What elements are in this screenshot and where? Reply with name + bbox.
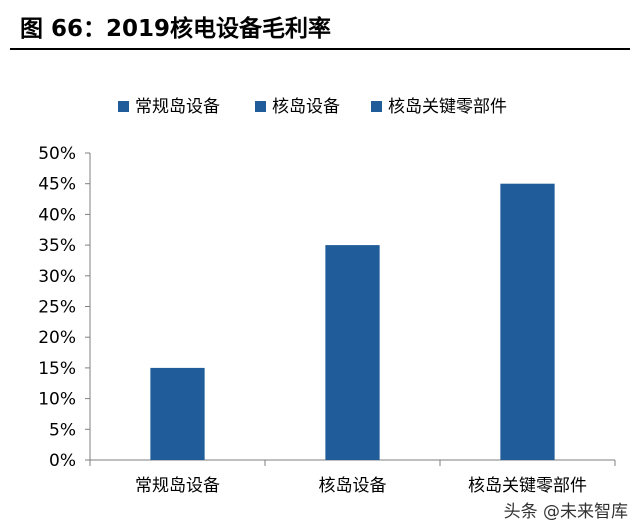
x-tick-label: 常规岛设备 (135, 476, 220, 496)
y-tick-label: 50% (38, 144, 76, 164)
y-tick-label: 0% (49, 451, 76, 471)
y-tick-label: 30% (38, 267, 76, 287)
bar (150, 367, 205, 460)
y-tick-label: 45% (38, 175, 76, 195)
chart-title: 图 66：2019核电设备毛利率 (20, 16, 332, 42)
legend-swatch (371, 101, 382, 112)
y-tick-label: 10% (38, 390, 76, 410)
y-tick-label: 15% (38, 359, 76, 379)
legend-label: 核岛关键零部件 (388, 97, 507, 117)
y-tick-label: 40% (38, 205, 76, 225)
watermark: 头条 @未来智库 (503, 502, 628, 522)
x-tick-label: 核岛设备 (319, 476, 387, 496)
y-tick-label: 20% (38, 328, 76, 348)
y-tick-label: 35% (38, 236, 76, 256)
legend-label: 常规岛设备 (135, 97, 220, 117)
legend-swatch (255, 101, 266, 112)
bar-series (150, 183, 555, 460)
legend-swatch (118, 101, 129, 112)
y-tick-label: 25% (38, 298, 76, 318)
y-axis: 0% 5% 10% 15% 20% 25% 30% 35% 40% 45% 50% (38, 144, 91, 471)
title-bar: 图 66：2019核电设备毛利率 (10, 12, 630, 50)
x-axis: 常规岛设备 核岛设备 核岛关键零部件 (89, 459, 616, 496)
x-tick-label: 核岛关键零部件 (468, 476, 587, 496)
legend-label: 核岛设备 (272, 97, 340, 117)
chart-legend: 常规岛设备 核岛设备 核岛关键零部件 (118, 97, 507, 117)
bar (325, 245, 380, 460)
y-tick-label: 5% (49, 420, 76, 440)
bar (500, 183, 555, 460)
